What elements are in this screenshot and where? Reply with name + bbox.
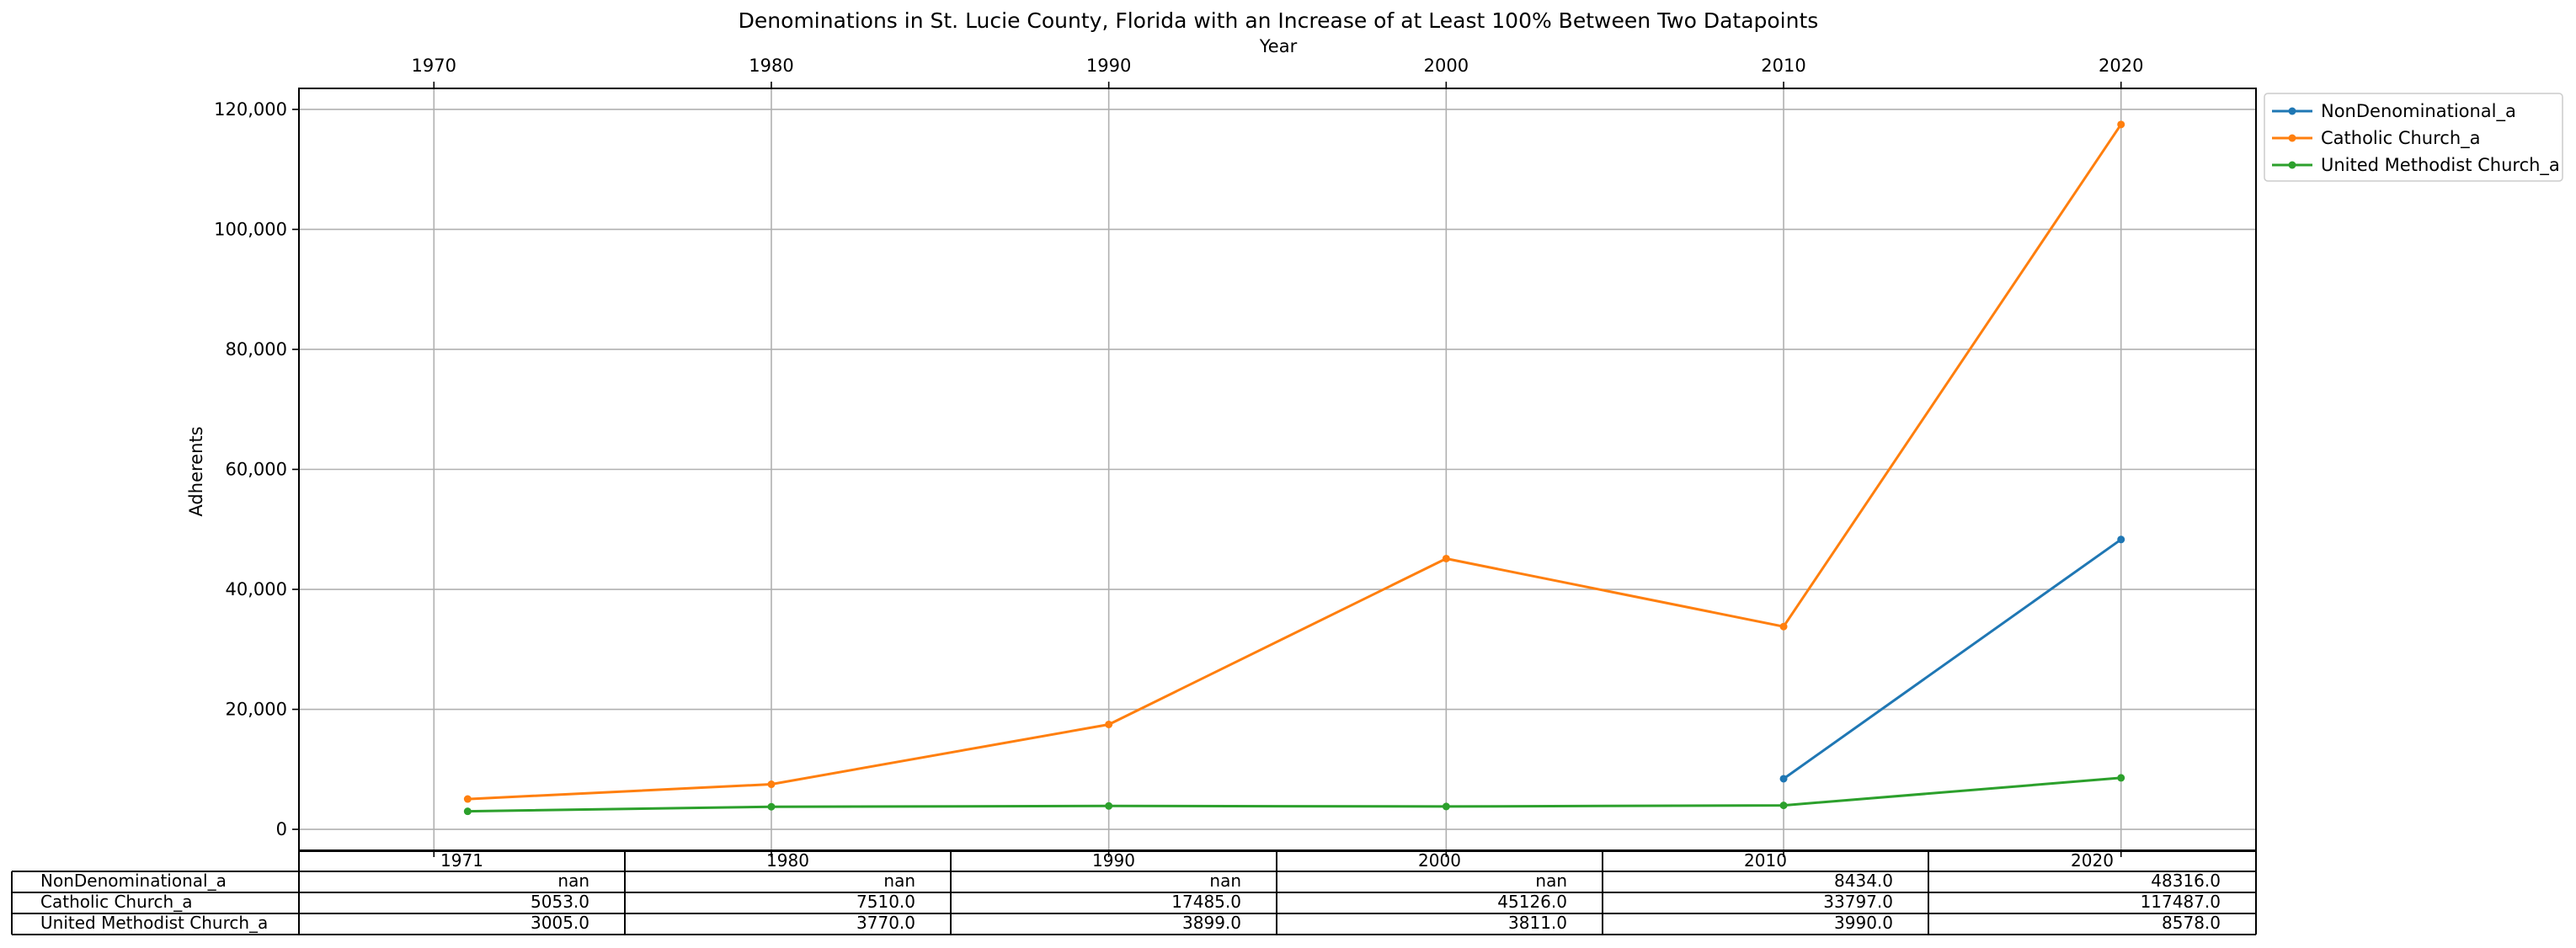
y-tick-label: 60,000: [226, 460, 287, 480]
table-cell: nan: [1535, 871, 1567, 891]
data-point: [1779, 622, 1788, 631]
series-united-methodist-church-a: [463, 774, 2125, 816]
table-column-header: 2000: [1418, 850, 1461, 871]
data-point: [1442, 802, 1450, 811]
data-point: [1779, 775, 1788, 783]
series-lines: [463, 120, 2125, 816]
table-column-header: 1971: [440, 850, 483, 871]
data-point: [1105, 802, 1113, 810]
legend-marker: [2288, 134, 2296, 142]
table-row-label: Catholic Church_a: [40, 892, 192, 912]
legend-marker: [2288, 161, 2296, 169]
y-tick-label: 40,000: [226, 579, 287, 599]
table-cell: 17485.0: [1171, 892, 1241, 912]
legend-marker: [2288, 107, 2296, 115]
y-axis-ticks: 0 20,000 40,000 60,000 80,000 100,000 120,000: [214, 99, 299, 839]
data-table: 1971 1980 1990 2000 2010 2020 NonDenominationa…: [11, 850, 2257, 935]
y-axis-label: Adherents: [186, 426, 206, 516]
x-tick-label: 2020: [2099, 56, 2143, 76]
table-cell: 3005.0: [531, 913, 589, 933]
x-tick-label: 2010: [1761, 56, 1805, 76]
table-cell: 5053.0: [531, 892, 589, 912]
data-point: [1105, 720, 1113, 728]
legend-box: [2264, 93, 2563, 182]
data-point: [2117, 120, 2125, 129]
series-line: [467, 123, 2122, 801]
series-nondenominational-a: [1779, 535, 2125, 783]
x-tick-label: 2000: [1424, 56, 1469, 76]
data-point: [2117, 535, 2125, 544]
series-line: [1783, 538, 2122, 780]
table-cell: 33797.0: [1823, 892, 1893, 912]
table-cell: 3899.0: [1182, 913, 1241, 933]
data-point: [1779, 802, 1788, 810]
x-axis-ticks: 1970 1980 1990 2000 2010 2020: [412, 56, 2143, 857]
table-cell: 8434.0: [1834, 871, 1893, 891]
y-tick-label: 100,000: [214, 219, 287, 239]
x-axis-label: Year: [1259, 36, 1298, 56]
table-cell: 7510.0: [856, 892, 915, 912]
data-point: [463, 807, 472, 816]
table-cell: 45126.0: [1497, 892, 1567, 912]
data-point: [1442, 554, 1450, 562]
y-tick-label: 20,000: [226, 700, 287, 720]
table-cell: nan: [1209, 871, 1241, 891]
y-tick-label: 0: [276, 819, 287, 839]
series-line: [467, 776, 2121, 813]
table-row-label: NonDenominational_a: [40, 871, 227, 891]
table-column-header: 1980: [766, 850, 809, 871]
legend-label: Catholic Church_a: [2321, 128, 2481, 149]
table-cell: 3990.0: [1834, 913, 1893, 933]
chart-title: Denominations in St. Lucie County, Flori…: [739, 8, 1819, 33]
grid-lines: [299, 88, 2256, 850]
data-point: [2117, 774, 2125, 782]
data-point: [463, 795, 472, 803]
table-cell: 8578.0: [2162, 913, 2221, 933]
table-row-label: United Methodist Church_a: [40, 913, 268, 933]
x-tick-label: 1970: [412, 56, 456, 76]
table-column-header: 1990: [1092, 850, 1135, 871]
table-cell: 3811.0: [1508, 913, 1567, 933]
table-cell: nan: [883, 871, 915, 891]
data-point: [767, 802, 776, 811]
series-catholic-church-a: [463, 120, 2125, 803]
x-tick-label: 1990: [1086, 56, 1131, 76]
legend: NonDenominational_a Catholic Church_a Unit…: [2264, 93, 2563, 182]
table-cell: 3770.0: [856, 913, 915, 933]
table-column-header: 2020: [2071, 850, 2114, 871]
legend-label: NonDenominational_a: [2321, 101, 2516, 122]
y-tick-label: 80,000: [226, 339, 287, 359]
table-cell: 117487.0: [2141, 892, 2221, 912]
data-point: [767, 780, 776, 789]
table-cell: 48316.0: [2151, 871, 2221, 891]
table-column-header: 2010: [1744, 850, 1787, 871]
legend-label: United Methodist Church_a: [2321, 155, 2560, 176]
x-tick-label: 1980: [749, 56, 793, 76]
y-tick-label: 120,000: [214, 99, 287, 120]
table-cell: nan: [557, 871, 589, 891]
